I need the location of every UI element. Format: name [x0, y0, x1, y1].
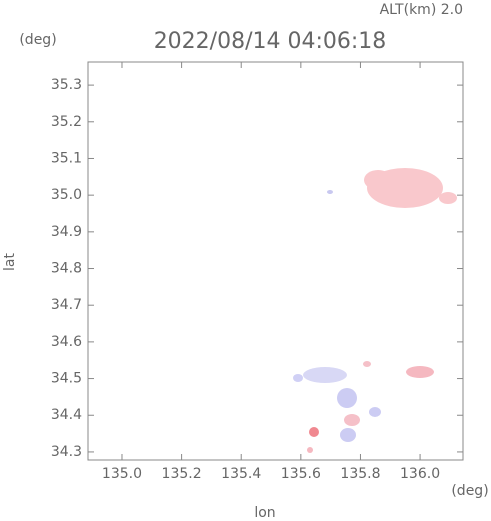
echo: [309, 427, 319, 437]
x-tick-label: 135.0: [102, 466, 142, 482]
altitude-label: ALT(km) 2.0: [380, 2, 463, 18]
y-tick-label: 34.5: [51, 371, 82, 387]
y-tick-label: 34.3: [51, 444, 82, 460]
chart-title: 2022/08/14 04:06:18: [154, 29, 387, 54]
y-tick-label: 34.7: [51, 297, 82, 313]
echo: [369, 407, 381, 417]
echo: [363, 361, 371, 367]
y-tick-label: 34.8: [51, 261, 82, 277]
x-unit: (deg): [451, 483, 488, 499]
echo: [303, 367, 347, 383]
x-tick-label: 135.2: [162, 466, 202, 482]
echo: [337, 388, 357, 408]
y-tick-label: 35.3: [51, 77, 82, 93]
y-tick-label: 34.4: [51, 407, 82, 423]
echo: [293, 374, 303, 382]
x-tick-label: 135.8: [340, 466, 380, 482]
echo: [340, 428, 356, 442]
y-axis-label: lat: [2, 253, 18, 271]
plot-frame: [87, 61, 464, 461]
echo: [307, 447, 313, 453]
x-tick-label: 135.4: [221, 466, 261, 482]
echo-areas: [293, 168, 457, 453]
y-tick-label: 35.1: [51, 150, 82, 166]
echo: [327, 190, 333, 194]
x-tick-label: 135.6: [281, 466, 321, 482]
y-tick-label: 35.0: [51, 187, 82, 203]
echo: [344, 414, 360, 426]
echo: [364, 170, 392, 190]
echo: [439, 192, 457, 204]
y-unit: (deg): [19, 32, 56, 48]
y-tick-label: 35.2: [51, 114, 82, 130]
echo: [406, 366, 434, 378]
y-tick-label: 34.6: [51, 334, 82, 350]
x-axis-label: lon: [254, 505, 275, 521]
x-tick-label: 136.0: [400, 466, 440, 482]
y-tick-label: 34.9: [51, 224, 82, 240]
